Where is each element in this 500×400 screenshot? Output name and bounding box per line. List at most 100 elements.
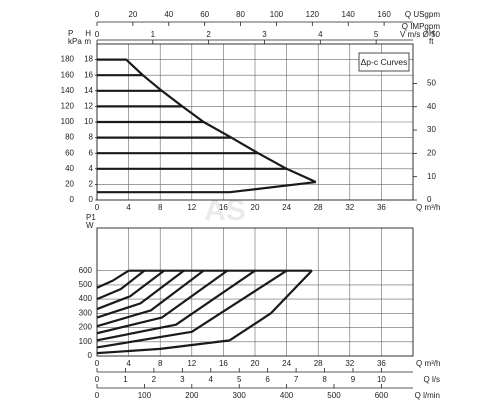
- x-tick-label: 28: [314, 359, 323, 368]
- axis-tick-label: 9: [351, 375, 356, 384]
- axis-tick-label: 8: [322, 375, 327, 384]
- axis-tick-label: 0: [89, 195, 94, 204]
- x-tick-label: 4: [126, 359, 131, 368]
- y-axis-label: P: [68, 29, 73, 38]
- y-tick-label: 180: [61, 55, 75, 64]
- axis-unit: ft: [429, 37, 434, 46]
- axis-tick-label: 2: [152, 375, 157, 384]
- axis-tick-label: 10: [84, 117, 93, 126]
- axis-tick-label: 50: [427, 79, 436, 88]
- axis-label: Q l/s: [424, 375, 440, 384]
- axis-tick-label: 0: [95, 375, 100, 384]
- axis-tick-label: 140: [342, 10, 356, 19]
- axis-tick-label: 3: [262, 30, 267, 39]
- curve: [96, 269, 256, 342]
- axis-tick-label: 400: [280, 391, 294, 400]
- axis-label: H: [429, 29, 435, 38]
- y-tick-label: 500: [79, 280, 93, 289]
- y-tick-label: 60: [65, 148, 74, 157]
- x-tick-label: 20: [251, 203, 260, 212]
- axis-tick-label: 20: [128, 10, 137, 19]
- y-tick-label: 100: [79, 337, 93, 346]
- y-tick-label: 40: [65, 164, 74, 173]
- axis-tick-label: 14: [84, 86, 93, 95]
- y-axis-label: P1: [86, 213, 96, 222]
- axis-unit: m: [84, 37, 91, 46]
- axis-tick-label: 0: [95, 10, 100, 19]
- axis-label: H: [85, 29, 91, 38]
- axis-tick-label: 2: [89, 180, 94, 189]
- axis-tick-label: 18: [84, 55, 93, 64]
- x-tick-label: 12: [187, 359, 196, 368]
- axis-label: Q USgpm: [405, 10, 440, 19]
- axis-tick-label: 40: [427, 102, 436, 111]
- annotation: Q IMPgpm: [402, 22, 441, 31]
- axis-tick-label: 100: [270, 10, 284, 19]
- y-tick-label: 0: [70, 195, 75, 204]
- x-axis-label: Q m³/h: [416, 359, 440, 368]
- y-tick-label: 20: [65, 180, 74, 189]
- axis-tick-label: 1: [123, 375, 128, 384]
- x-tick-label: 8: [158, 359, 163, 368]
- curve: [96, 269, 130, 289]
- axis-tick-label: 30: [427, 125, 436, 134]
- y-tick-label: 0: [88, 351, 93, 360]
- x-tick-label: 28: [314, 203, 323, 212]
- axis-tick-label: 4: [209, 375, 214, 384]
- axis-tick-label: 1: [151, 30, 156, 39]
- watermark: AS: [204, 194, 246, 227]
- x-tick-label: 24: [282, 203, 291, 212]
- y-tick-label: 140: [61, 86, 75, 95]
- y-tick-label: 600: [79, 266, 93, 275]
- axis-label: V m/s Ø 50: [400, 30, 441, 39]
- axis-label: Q l/min: [415, 391, 440, 400]
- y-tick-label: 100: [61, 117, 75, 126]
- axis-tick-label: 300: [233, 391, 247, 400]
- y-axis-unit: W: [86, 221, 94, 230]
- axis-tick-label: 160: [377, 10, 391, 19]
- x-tick-label: 0: [95, 203, 100, 212]
- axis-tick-label: 7: [294, 375, 299, 384]
- curve: [96, 269, 185, 319]
- axis-tick-label: 4: [89, 164, 94, 173]
- y-axis-unit: kPa: [68, 37, 82, 46]
- y-tick-label: 120: [61, 102, 75, 111]
- curve: [96, 269, 146, 301]
- x-tick-label: 24: [282, 359, 291, 368]
- axis-tick-label: 16: [84, 70, 93, 79]
- axis-tick-label: 2: [206, 30, 211, 39]
- curve: [229, 269, 313, 342]
- x-tick-label: 32: [345, 203, 354, 212]
- curve: [97, 58, 317, 184]
- axis-tick-label: 0: [95, 391, 100, 400]
- axis-tick-label: 600: [375, 391, 389, 400]
- curve: [97, 180, 316, 194]
- axis-tick-label: 5: [374, 30, 379, 39]
- x-tick-label: 16: [219, 359, 228, 368]
- axis-tick-label: 120: [306, 10, 320, 19]
- x-tick-label: 8: [158, 203, 163, 212]
- axis-tick-label: 500: [327, 391, 341, 400]
- legend-text: Δp-c Curves: [361, 57, 408, 67]
- axis-tick-label: 40: [164, 10, 173, 19]
- x-tick-label: 36: [377, 359, 386, 368]
- x-axis-label: Q m³/h: [416, 203, 440, 212]
- x-tick-label: 36: [377, 203, 386, 212]
- axis-tick-label: 10: [427, 172, 436, 181]
- axis-tick-label: 200: [185, 391, 199, 400]
- x-tick-label: 20: [251, 359, 260, 368]
- x-tick-label: 0: [95, 359, 100, 368]
- curve: [96, 339, 230, 355]
- axis-tick-label: 3: [180, 375, 185, 384]
- axis-tick-label: 0: [95, 30, 100, 39]
- curve: [96, 269, 288, 349]
- axis-tick-label: 8: [89, 133, 94, 142]
- y-tick-label: 300: [79, 308, 93, 317]
- axis-tick-label: 5: [237, 375, 242, 384]
- axis-tick-label: 20: [427, 148, 436, 157]
- axis-tick-label: 80: [236, 10, 245, 19]
- x-tick-label: 32: [345, 359, 354, 368]
- y-tick-label: 160: [61, 70, 75, 79]
- axis-tick-label: 4: [318, 30, 323, 39]
